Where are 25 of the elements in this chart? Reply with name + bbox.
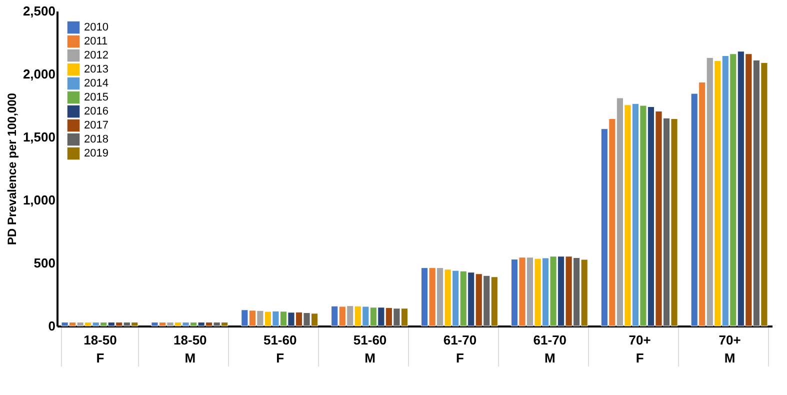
y-tick-label: 2,500 (22, 4, 56, 18)
legend-label: 2011 (84, 36, 108, 48)
legend-label: 2013 (84, 64, 108, 76)
x-tick-label: 70+ F (628, 332, 652, 366)
legend-label: 2012 (84, 50, 108, 62)
legend-label: 2014 (84, 78, 108, 90)
x-tick-label: 18-50 F (84, 332, 117, 366)
legend-label: 2016 (84, 106, 108, 118)
x-tick-label: 61-70 M (533, 332, 567, 366)
legend-label: 2017 (84, 120, 108, 132)
legend-label: 2018 (84, 134, 108, 146)
y-tick-label: 0 (48, 318, 56, 334)
y-tick-label: 1,000 (22, 192, 56, 208)
x-tick-label: 61-70 F (443, 332, 477, 366)
y-tick-label: 1,500 (22, 130, 56, 144)
x-tick-label: 18-50 M (174, 332, 207, 366)
legend-label: 2010 (84, 22, 108, 34)
y-tick-label: 2,000 (22, 66, 56, 82)
x-tick-label: 51-60 M (353, 332, 387, 366)
y-tick-label: 500 (34, 256, 56, 270)
x-tick-label: 51-60 F (263, 332, 297, 366)
legend-label: 2019 (84, 148, 108, 160)
y-axis-title: PD Prevalence per 100,000 (4, 92, 19, 246)
legend-label: 2015 (84, 92, 108, 104)
x-tick-label: 70+ M (718, 332, 742, 366)
